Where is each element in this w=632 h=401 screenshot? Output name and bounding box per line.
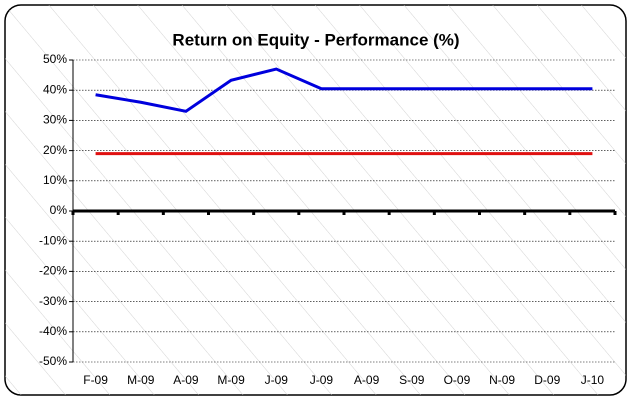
y-tick-label: 50%	[43, 52, 67, 66]
x-tick-label: J-09	[265, 373, 289, 387]
y-tick-label: -20%	[39, 264, 67, 278]
y-tick-label: 0%	[50, 203, 68, 217]
x-tick-label: N-09	[489, 373, 515, 387]
y-tick-label: 40%	[43, 82, 67, 96]
y-tick-label: 30%	[43, 113, 67, 127]
x-tick-label: D-09	[534, 373, 560, 387]
x-tick-label: F-09	[83, 373, 108, 387]
x-tick-label: J-10	[581, 373, 605, 387]
y-tick-label: -10%	[39, 233, 67, 247]
y-tick-label: 10%	[43, 173, 67, 187]
x-tick-label: O-09	[444, 373, 471, 387]
y-tick-label: -40%	[39, 324, 67, 338]
chart-title: Return on Equity - Performance (%)	[172, 30, 459, 49]
chart-hatch	[5, 5, 626, 395]
x-tick-label: A-09	[173, 373, 199, 387]
series-line	[95, 67, 593, 113]
x-tick-label: S-09	[399, 373, 425, 387]
x-tick-label: J-09	[310, 373, 334, 387]
y-tick-label: -50%	[39, 354, 67, 368]
x-tick-label: M-09	[217, 373, 245, 387]
y-tick-label: -30%	[39, 294, 67, 308]
x-tick-label: A-09	[354, 373, 380, 387]
y-tick-label: 20%	[43, 143, 67, 157]
x-tick-label: M-09	[127, 373, 155, 387]
